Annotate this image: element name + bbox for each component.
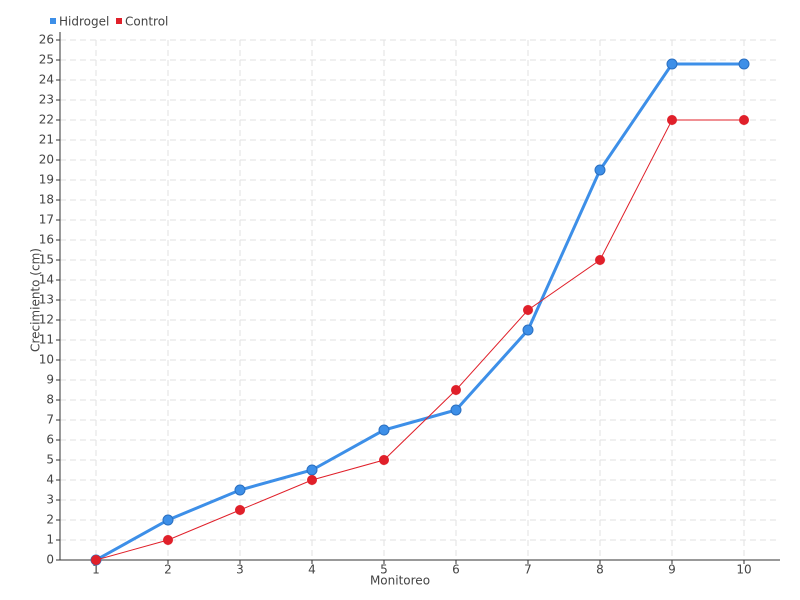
y-tick-label: 11 xyxy=(39,333,54,347)
point xyxy=(450,404,462,416)
y-tick-label: 5 xyxy=(46,453,54,467)
legend-label: Control xyxy=(125,15,168,29)
x-tick-label: 7 xyxy=(524,563,532,577)
y-tick-label: 2 xyxy=(46,513,54,527)
point xyxy=(523,305,533,315)
point xyxy=(306,464,318,476)
point xyxy=(234,484,246,496)
x-tick-label: 5 xyxy=(380,563,388,577)
point xyxy=(307,475,317,485)
y-tick-label: 22 xyxy=(39,113,54,127)
point xyxy=(594,164,606,176)
y-tick-label: 1 xyxy=(46,533,54,547)
y-tick-label: 9 xyxy=(46,373,54,387)
y-tick-label: 19 xyxy=(39,173,54,187)
y-tick-label: 21 xyxy=(39,133,54,147)
y-tick-label: 12 xyxy=(39,313,54,327)
y-tick-label: 18 xyxy=(39,193,54,207)
point xyxy=(666,58,678,70)
y-tick-label: 14 xyxy=(39,273,54,287)
x-axis-label: Monitoreo xyxy=(370,574,430,588)
x-tick-label: 10 xyxy=(736,563,751,577)
y-tick-label: 25 xyxy=(39,53,54,67)
series-line xyxy=(95,119,744,561)
point xyxy=(738,58,750,70)
legend-label: Hidrogel xyxy=(59,15,109,29)
point xyxy=(378,424,390,436)
y-tick-label: 15 xyxy=(39,253,54,267)
point xyxy=(163,535,173,545)
y-tick-label: 3 xyxy=(46,493,54,507)
y-axis-label: Crecimiento (cm) xyxy=(29,248,43,352)
y-tick-label: 17 xyxy=(39,213,54,227)
legend-swatch xyxy=(116,18,122,24)
y-tick-label: 16 xyxy=(39,233,54,247)
x-tick-label: 2 xyxy=(164,563,172,577)
y-tick-label: 8 xyxy=(46,393,54,407)
point xyxy=(739,115,749,125)
point xyxy=(379,455,389,465)
point xyxy=(667,115,677,125)
x-tick-label: 1 xyxy=(92,563,100,577)
y-tick-label: 4 xyxy=(46,473,54,487)
y-tick-label: 10 xyxy=(39,353,54,367)
x-tick-label: 3 xyxy=(236,563,244,577)
point xyxy=(595,255,605,265)
y-tick-label: 20 xyxy=(39,153,54,167)
y-tick-label: 13 xyxy=(39,293,54,307)
x-tick-label: 4 xyxy=(308,563,316,577)
legend-swatch xyxy=(50,18,56,24)
x-tick-label: 8 xyxy=(596,563,604,577)
series-line xyxy=(95,62,744,562)
y-tick-label: 6 xyxy=(46,433,54,447)
x-tick-label: 9 xyxy=(668,563,676,577)
point xyxy=(91,555,101,565)
point xyxy=(235,505,245,515)
point xyxy=(522,324,534,336)
y-tick-label: 0 xyxy=(46,553,54,567)
x-tick-label: 6 xyxy=(452,563,460,577)
y-tick-label: 7 xyxy=(46,413,54,427)
y-tick-label: 23 xyxy=(39,93,54,107)
point xyxy=(162,514,174,526)
y-tick-label: 26 xyxy=(39,33,54,47)
point xyxy=(451,385,461,395)
y-tick-label: 24 xyxy=(39,73,54,87)
